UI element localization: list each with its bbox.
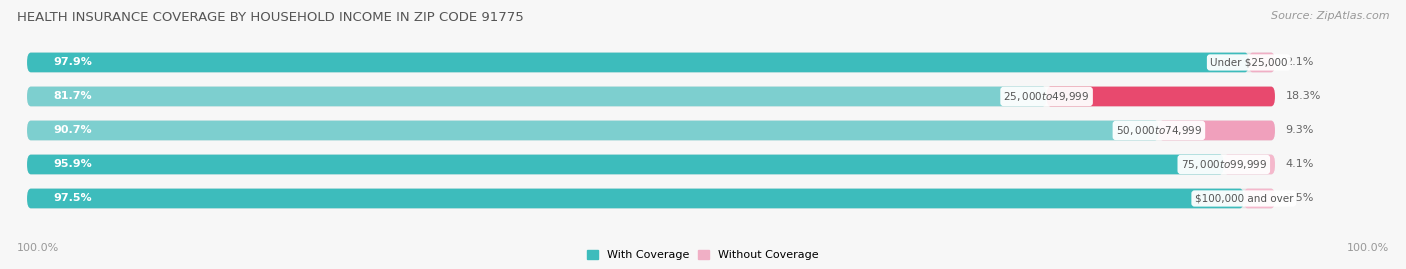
Text: 9.3%: 9.3% — [1285, 125, 1313, 136]
Text: 90.7%: 90.7% — [53, 125, 91, 136]
FancyBboxPatch shape — [1244, 189, 1275, 208]
Text: 100.0%: 100.0% — [17, 243, 59, 253]
Text: 100.0%: 100.0% — [1347, 243, 1389, 253]
Text: 2.1%: 2.1% — [1285, 58, 1313, 68]
FancyBboxPatch shape — [27, 87, 1046, 106]
Text: $75,000 to $99,999: $75,000 to $99,999 — [1181, 158, 1267, 171]
Legend: With Coverage, Without Coverage: With Coverage, Without Coverage — [588, 250, 818, 260]
FancyBboxPatch shape — [27, 189, 1244, 208]
Text: Under $25,000: Under $25,000 — [1211, 58, 1288, 68]
Text: 95.9%: 95.9% — [53, 160, 91, 169]
FancyBboxPatch shape — [27, 121, 1275, 140]
Text: 81.7%: 81.7% — [53, 91, 91, 101]
FancyBboxPatch shape — [27, 87, 1275, 106]
FancyBboxPatch shape — [1046, 87, 1275, 106]
FancyBboxPatch shape — [27, 155, 1223, 174]
FancyBboxPatch shape — [27, 121, 1159, 140]
Text: 18.3%: 18.3% — [1285, 91, 1320, 101]
Text: 2.5%: 2.5% — [1285, 193, 1313, 203]
FancyBboxPatch shape — [27, 53, 1249, 72]
FancyBboxPatch shape — [27, 189, 1275, 208]
Text: HEALTH INSURANCE COVERAGE BY HOUSEHOLD INCOME IN ZIP CODE 91775: HEALTH INSURANCE COVERAGE BY HOUSEHOLD I… — [17, 11, 523, 24]
FancyBboxPatch shape — [1223, 155, 1275, 174]
Text: 4.1%: 4.1% — [1285, 160, 1313, 169]
Text: $50,000 to $74,999: $50,000 to $74,999 — [1116, 124, 1202, 137]
Text: 97.5%: 97.5% — [53, 193, 91, 203]
FancyBboxPatch shape — [27, 155, 1275, 174]
FancyBboxPatch shape — [1159, 121, 1275, 140]
Text: 97.9%: 97.9% — [53, 58, 91, 68]
FancyBboxPatch shape — [1249, 53, 1275, 72]
Text: Source: ZipAtlas.com: Source: ZipAtlas.com — [1271, 11, 1389, 21]
FancyBboxPatch shape — [27, 53, 1275, 72]
Text: $25,000 to $49,999: $25,000 to $49,999 — [1004, 90, 1090, 103]
Text: $100,000 and over: $100,000 and over — [1195, 193, 1294, 203]
